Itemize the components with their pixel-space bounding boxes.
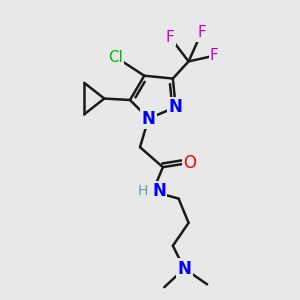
Text: N: N bbox=[142, 110, 155, 128]
Text: F: F bbox=[210, 48, 219, 63]
Text: F: F bbox=[197, 25, 206, 40]
Text: Cl: Cl bbox=[108, 50, 123, 64]
Text: H: H bbox=[138, 184, 148, 198]
Text: O: O bbox=[184, 154, 196, 172]
Text: N: N bbox=[177, 260, 191, 278]
Text: N: N bbox=[152, 182, 166, 200]
Text: F: F bbox=[166, 30, 174, 45]
Text: N: N bbox=[169, 98, 183, 116]
